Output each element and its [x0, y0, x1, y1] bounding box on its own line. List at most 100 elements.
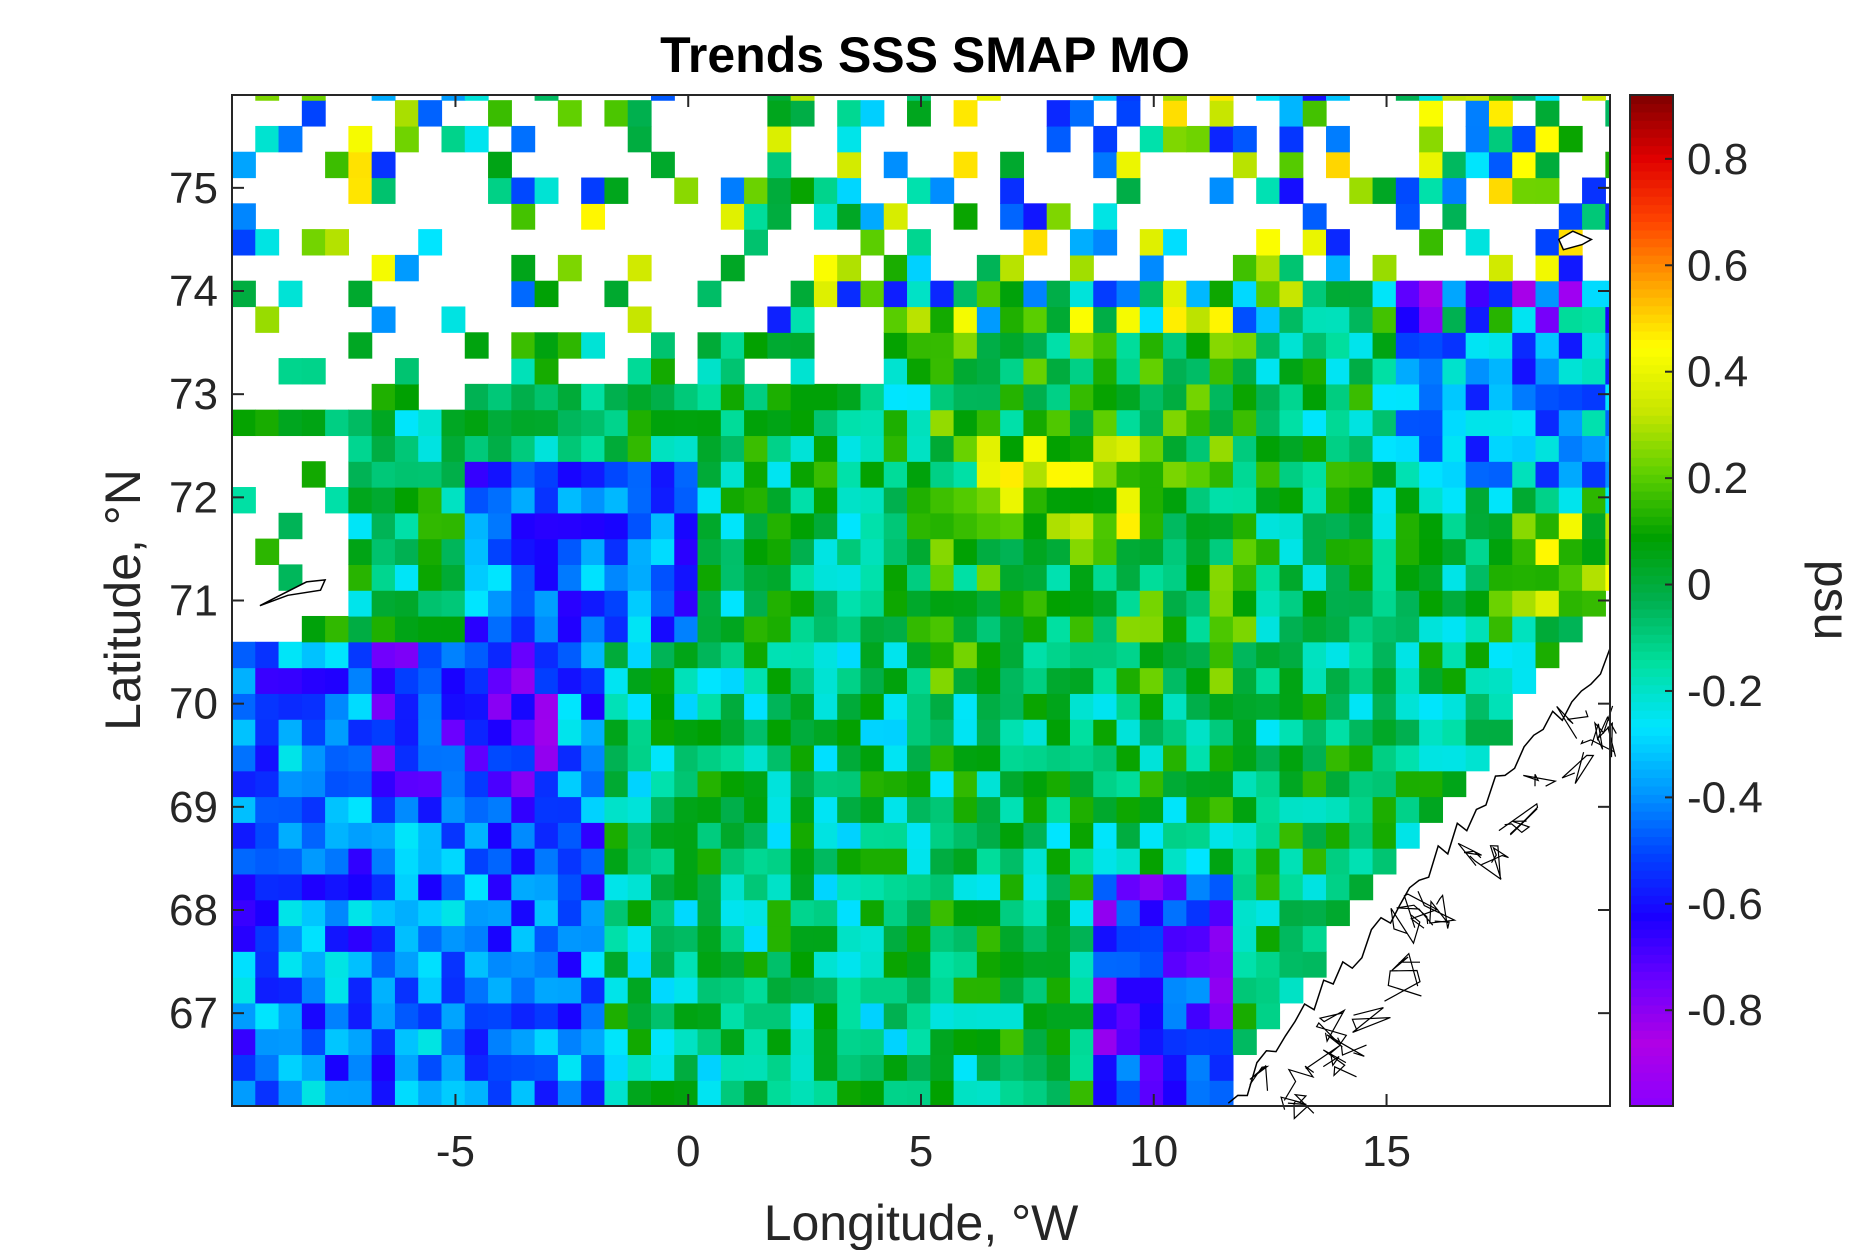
- heatmap-cell: [1582, 95, 1606, 101]
- heatmap-cell: [744, 590, 768, 617]
- heatmap-cell: [650, 487, 675, 514]
- y-tick-label: 72: [169, 473, 218, 522]
- heatmap-cell: [488, 1002, 512, 1030]
- heatmap-cell: [1302, 641, 1327, 669]
- heatmap-cell: [1209, 1002, 1234, 1030]
- heatmap-cell: [883, 332, 908, 359]
- heatmap-cell: [907, 925, 931, 952]
- heatmap-cell: [883, 796, 908, 823]
- heatmap-cell: [767, 383, 792, 411]
- heatmap-cell: [813, 254, 838, 282]
- heatmap-cell: [1209, 383, 1234, 411]
- heatmap-cell: [1163, 899, 1187, 927]
- heatmap-cell: [1349, 796, 1374, 823]
- heatmap-cell: [488, 1080, 512, 1107]
- heatmap-cell: [371, 538, 396, 565]
- heatmap-cell: [1558, 203, 1583, 230]
- heatmap-cell: [650, 1080, 675, 1107]
- heatmap-cell: [744, 951, 768, 978]
- heatmap-cell: [744, 332, 768, 359]
- heatmap-cell: [1326, 899, 1350, 927]
- heatmap-cell: [1256, 899, 1281, 927]
- heatmap-cell: [1419, 461, 1444, 488]
- heatmap-cell: [418, 435, 443, 462]
- heatmap-cell: [1302, 796, 1327, 823]
- heatmap-cell: [720, 744, 745, 772]
- heatmap-cell: [744, 641, 768, 669]
- heatmap-cell: [907, 332, 931, 359]
- colorbar-segment: [1630, 1013, 1673, 1023]
- heatmap-cell: [488, 383, 512, 411]
- heatmap-cell: [1372, 719, 1397, 746]
- heatmap-cell: [418, 461, 443, 488]
- heatmap-cell: [1302, 280, 1327, 308]
- heatmap-cell: [278, 977, 303, 1004]
- heatmap-cell: [976, 873, 1001, 901]
- heatmap-cell: [1186, 590, 1211, 617]
- heatmap-cell: [930, 177, 955, 204]
- heatmap-cell: [511, 925, 536, 952]
- colorbar-label: psu: [1804, 560, 1860, 641]
- heatmap-cell: [907, 409, 931, 437]
- colorbar-tick-label: 0: [1687, 561, 1711, 610]
- heatmap-cell: [1465, 744, 1490, 772]
- heatmap-cell: [1558, 590, 1583, 617]
- heatmap-cell: [1395, 203, 1420, 230]
- heatmap-cell: [1186, 719, 1211, 746]
- colorbar-tick-label: -0.2: [1687, 667, 1763, 716]
- heatmap-cell: [790, 564, 815, 591]
- heatmap-cell: [1093, 409, 1118, 437]
- heatmap-cell: [953, 590, 978, 617]
- heatmap-cell: [1605, 564, 1611, 591]
- heatmap-cell: [1232, 590, 1257, 617]
- heatmap-cell: [1465, 693, 1490, 720]
- heatmap-cell: [348, 487, 373, 514]
- heatmap-cell: [1395, 693, 1420, 720]
- heatmap-cell: [883, 358, 908, 385]
- heatmap-cell: [1279, 306, 1304, 333]
- heatmap-cell: [767, 899, 792, 927]
- heatmap-cell: [1302, 564, 1327, 591]
- heatmap-cell: [1395, 615, 1420, 643]
- heatmap-cell: [1116, 925, 1141, 952]
- heatmap-cell: [860, 822, 885, 849]
- heatmap-cell: [1488, 358, 1513, 385]
- heatmap-cell: [1232, 1002, 1257, 1030]
- heatmap-cell: [907, 822, 931, 849]
- colorbar-segment: [1630, 179, 1673, 189]
- heatmap-cell: [394, 796, 419, 823]
- heatmap-cell: [953, 899, 978, 927]
- heatmap-cell: [1442, 641, 1467, 669]
- heatmap-cell: [1419, 744, 1444, 772]
- heatmap-cell: [837, 1002, 862, 1030]
- heatmap-cell: [1488, 693, 1513, 720]
- heatmap-cell: [1605, 203, 1611, 230]
- heatmap-cell: [930, 770, 955, 798]
- fjord-outline: [1305, 1044, 1341, 1070]
- heatmap-cell: [232, 977, 256, 1004]
- heatmap-cell: [394, 641, 419, 669]
- heatmap-cell: [348, 693, 373, 720]
- heatmap-cell: [767, 719, 792, 746]
- heatmap-cell: [1232, 848, 1257, 875]
- heatmap-cell: [1395, 744, 1420, 772]
- heatmap-cell: [697, 873, 722, 901]
- heatmap-cell: [1372, 693, 1397, 720]
- heatmap-cell: [1000, 770, 1025, 798]
- heatmap-cell: [1256, 1002, 1281, 1030]
- heatmap-cell: [976, 641, 1001, 669]
- heatmap-cell: [1582, 177, 1606, 204]
- heatmap-cell: [301, 719, 326, 746]
- heatmap-cell: [255, 796, 280, 823]
- heatmap-cell: [930, 822, 955, 849]
- heatmap-cell: [860, 848, 885, 875]
- heatmap-cell: [371, 977, 396, 1004]
- heatmap-cell: [1093, 1054, 1118, 1081]
- heatmap-cell: [301, 1002, 326, 1030]
- heatmap-cell: [930, 564, 955, 591]
- colorbar-segment: [1630, 743, 1673, 753]
- heatmap-cell: [1419, 383, 1444, 411]
- heatmap-cell: [953, 332, 978, 359]
- heatmap-cell: [907, 1028, 931, 1056]
- heatmap-cell: [1349, 332, 1374, 359]
